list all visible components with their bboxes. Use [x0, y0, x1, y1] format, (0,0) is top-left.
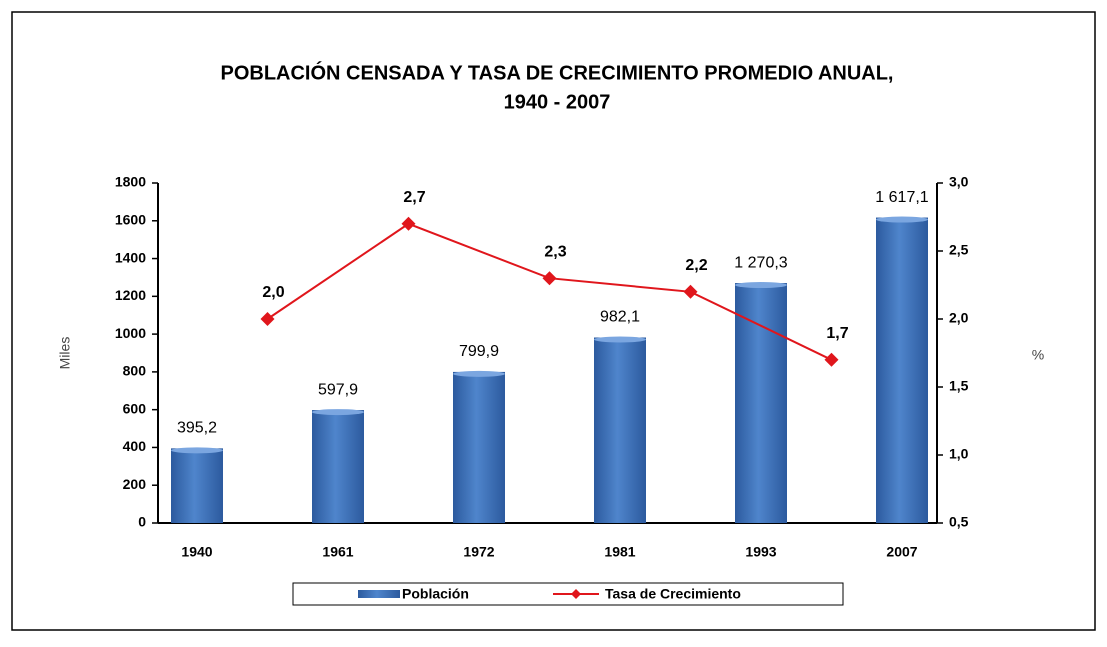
value-label: 2,2	[685, 257, 707, 274]
legend-label: Tasa de Crecimiento	[605, 586, 741, 602]
x-tick-label: 1940	[181, 544, 212, 560]
y-tick-label: 1600	[115, 211, 146, 227]
y-tick-label: 400	[123, 438, 147, 454]
line-marker	[542, 271, 557, 286]
bar	[594, 337, 646, 523]
legend-marker	[571, 589, 581, 599]
x-tick-label: 1972	[463, 544, 494, 560]
y-tick-label: 1400	[115, 249, 146, 265]
legend-label: Población	[402, 586, 469, 602]
y-tick-label: 200	[123, 476, 147, 492]
value-label: 1 270,3	[734, 254, 787, 271]
line-marker	[824, 352, 839, 367]
bar-cap	[171, 447, 223, 454]
bar	[171, 448, 223, 523]
y-tick-label: 600	[123, 400, 147, 416]
bar	[735, 283, 787, 523]
y2-tick-label: 3,0	[949, 174, 969, 190]
chart-subtitle: 1940 - 2007	[504, 91, 611, 113]
legend-swatch	[358, 590, 400, 598]
y-tick-label: 1800	[115, 174, 146, 190]
bar	[312, 410, 364, 523]
value-label: 2,0	[262, 284, 284, 301]
value-label: 1,7	[826, 325, 848, 342]
value-label: 395,2	[177, 420, 217, 437]
value-label: 982,1	[600, 309, 640, 326]
frame	[11, 11, 1096, 631]
y2-tick-label: 2,5	[949, 242, 969, 258]
bar-cap	[453, 370, 505, 377]
line-marker	[683, 284, 698, 299]
y2-tick-label: 2,0	[949, 310, 969, 326]
y-tick-label: 1000	[115, 325, 146, 341]
x-tick-label: 2007	[886, 544, 917, 560]
chart-title: POBLACIÓN CENSADA Y TASA DE CRECIMIENTO …	[220, 60, 893, 84]
y-tick-label: 1200	[115, 287, 146, 303]
x-tick-label: 1993	[745, 544, 776, 560]
value-label: 799,9	[459, 343, 499, 360]
line-marker	[401, 216, 416, 231]
x-tick-label: 1961	[322, 544, 353, 560]
bar-cap	[876, 216, 928, 223]
y-tick-label: 0	[138, 514, 146, 530]
bar	[876, 217, 928, 523]
y2-axis-label: %	[1032, 347, 1044, 363]
bar-cap	[312, 409, 364, 416]
value-label: 2,3	[544, 243, 566, 260]
value-label: 597,9	[318, 381, 358, 398]
y2-tick-label: 0,5	[949, 514, 969, 530]
x-tick-label: 1981	[604, 544, 635, 560]
value-label: 2,7	[403, 189, 425, 206]
y-tick-label: 800	[123, 363, 147, 379]
line-marker	[260, 312, 275, 326]
bar-cap	[735, 282, 787, 289]
bar	[453, 371, 505, 523]
y-axis-label: Miles	[57, 337, 73, 370]
value-label: 1 617,1	[875, 189, 928, 206]
bar-cap	[594, 336, 646, 343]
y2-tick-label: 1,5	[949, 378, 969, 394]
y2-tick-label: 1,0	[949, 446, 969, 462]
